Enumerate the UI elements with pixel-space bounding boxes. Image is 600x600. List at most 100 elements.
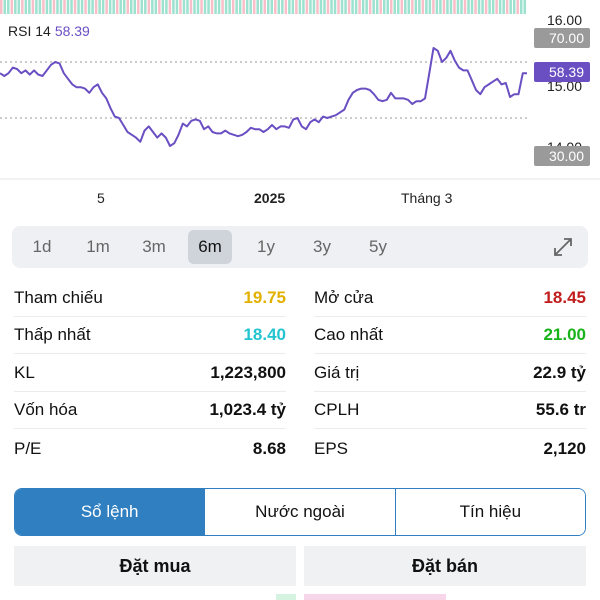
volume-bar	[84, 0, 87, 14]
volume-bar	[147, 0, 151, 14]
volume-bar	[316, 0, 319, 14]
volume-bar	[481, 0, 484, 14]
volume-bar	[137, 0, 140, 14]
volume-bar	[217, 0, 221, 14]
range-1y-button[interactable]: 1y	[257, 237, 275, 256]
volume-bar	[249, 0, 252, 14]
volume-bar	[361, 0, 365, 14]
volume-bar	[189, 0, 193, 14]
range-5y-button[interactable]: 5y	[369, 237, 387, 256]
volume-bar	[3, 0, 7, 14]
volume-bar	[175, 0, 179, 14]
volume-bar	[263, 0, 267, 14]
volume-bar	[277, 0, 281, 14]
volume-bar	[31, 0, 35, 14]
expand-icon[interactable]	[552, 236, 574, 258]
volume-bar	[439, 0, 442, 14]
x-label-5: 5	[97, 190, 105, 206]
volume-bar	[94, 0, 98, 14]
volume-bar	[161, 0, 165, 14]
volume-bar	[91, 0, 94, 14]
volume-bar	[421, 0, 425, 14]
volume-bar	[337, 0, 340, 14]
volume-bar	[151, 0, 154, 14]
volume-bar	[35, 0, 38, 14]
stat-mo-cua: Mở cửa 18.45	[314, 280, 586, 317]
volume-bar	[203, 0, 207, 14]
volume-bar	[386, 0, 389, 14]
stat-value: 1,023.4 tỷ	[209, 400, 286, 419]
volume-bar	[140, 0, 144, 14]
volume-bar	[498, 0, 502, 14]
volume-bar	[326, 0, 330, 14]
volume-bar	[435, 0, 439, 14]
range-1m-button[interactable]: 1m	[86, 237, 110, 256]
range-6m-button[interactable]: 6m	[188, 230, 232, 264]
volume-bar	[259, 0, 263, 14]
volume-bar	[354, 0, 358, 14]
stat-thap-nhat: Thấp nhất 18.40	[14, 317, 286, 354]
volume-bar	[235, 0, 238, 14]
stat-value: 8.68	[252, 438, 286, 458]
rsi-chart-svg	[0, 0, 600, 180]
volume-bar	[165, 0, 168, 14]
volume-bar	[467, 0, 470, 14]
volume-bar	[404, 0, 407, 14]
tab-nuoc-ngoai[interactable]: Nước ngoài	[205, 489, 396, 535]
volume-bar	[414, 0, 418, 14]
range-3m-button[interactable]: 3m	[142, 237, 166, 256]
stat-cao-nhat: Cao nhất 21.00	[314, 317, 586, 354]
volume-bar	[182, 0, 186, 14]
volume-bar	[80, 0, 84, 14]
volume-bar	[221, 0, 224, 14]
volume-bar	[333, 0, 337, 14]
volume-bar	[460, 0, 463, 14]
sell-order-button[interactable]: Đặt bán	[304, 546, 586, 586]
volume-bar	[28, 0, 31, 14]
volume-bar	[302, 0, 305, 14]
volume-bar	[56, 0, 59, 14]
volume-bar	[108, 0, 112, 14]
volume-bar	[330, 0, 333, 14]
buy-order-button[interactable]: Đặt mua	[14, 546, 296, 586]
volume-bar	[477, 0, 481, 14]
volume-bar	[24, 0, 28, 14]
volume-bar	[196, 0, 200, 14]
volume-bar	[49, 0, 52, 14]
volume-bar	[122, 0, 126, 14]
range-1d-button[interactable]: 1d	[32, 237, 52, 256]
volume-bar	[516, 0, 519, 14]
volume-bar	[491, 0, 495, 14]
stat-value: 2,120	[543, 438, 586, 458]
volume-bar	[432, 0, 435, 14]
tab-so-lenh[interactable]: Sổ lệnh	[15, 489, 206, 535]
volume-bar	[274, 0, 277, 14]
tab-tin-hieu[interactable]: Tín hiệu	[395, 489, 585, 535]
volume-bar	[305, 0, 309, 14]
volume-bar	[119, 0, 122, 14]
stat-label: P/E	[14, 438, 42, 458]
volume-bar	[288, 0, 291, 14]
time-range-selector: 1d 1m 3m 6m 1y 3y 5y	[12, 226, 588, 268]
x-label-2025: 2025	[254, 190, 286, 206]
volume-bar	[397, 0, 400, 14]
range-3y-button[interactable]: 3y	[313, 237, 331, 256]
volume-bar	[63, 0, 66, 14]
price-tick-16: 16.00	[546, 12, 582, 28]
stat-von-hoa: Vốn hóa 1,023.4 tỷ	[14, 392, 286, 429]
volume-bar	[393, 0, 396, 14]
stat-label: Thấp nhất	[14, 325, 91, 344]
volume-bar	[379, 0, 382, 14]
volume-bar	[231, 0, 235, 14]
volume-bar	[101, 0, 105, 14]
stat-eps: EPS 2,120	[314, 430, 586, 467]
stat-label: EPS	[314, 438, 349, 458]
volume-bar	[45, 0, 49, 14]
detail-tabs: Sổ lệnh Nước ngoài Tín hiệu	[14, 488, 586, 536]
volume-bar	[256, 0, 259, 14]
volume-bar	[14, 0, 17, 14]
volume-bar	[42, 0, 45, 14]
volume-bar	[428, 0, 432, 14]
stat-label: Vốn hóa	[14, 400, 78, 419]
